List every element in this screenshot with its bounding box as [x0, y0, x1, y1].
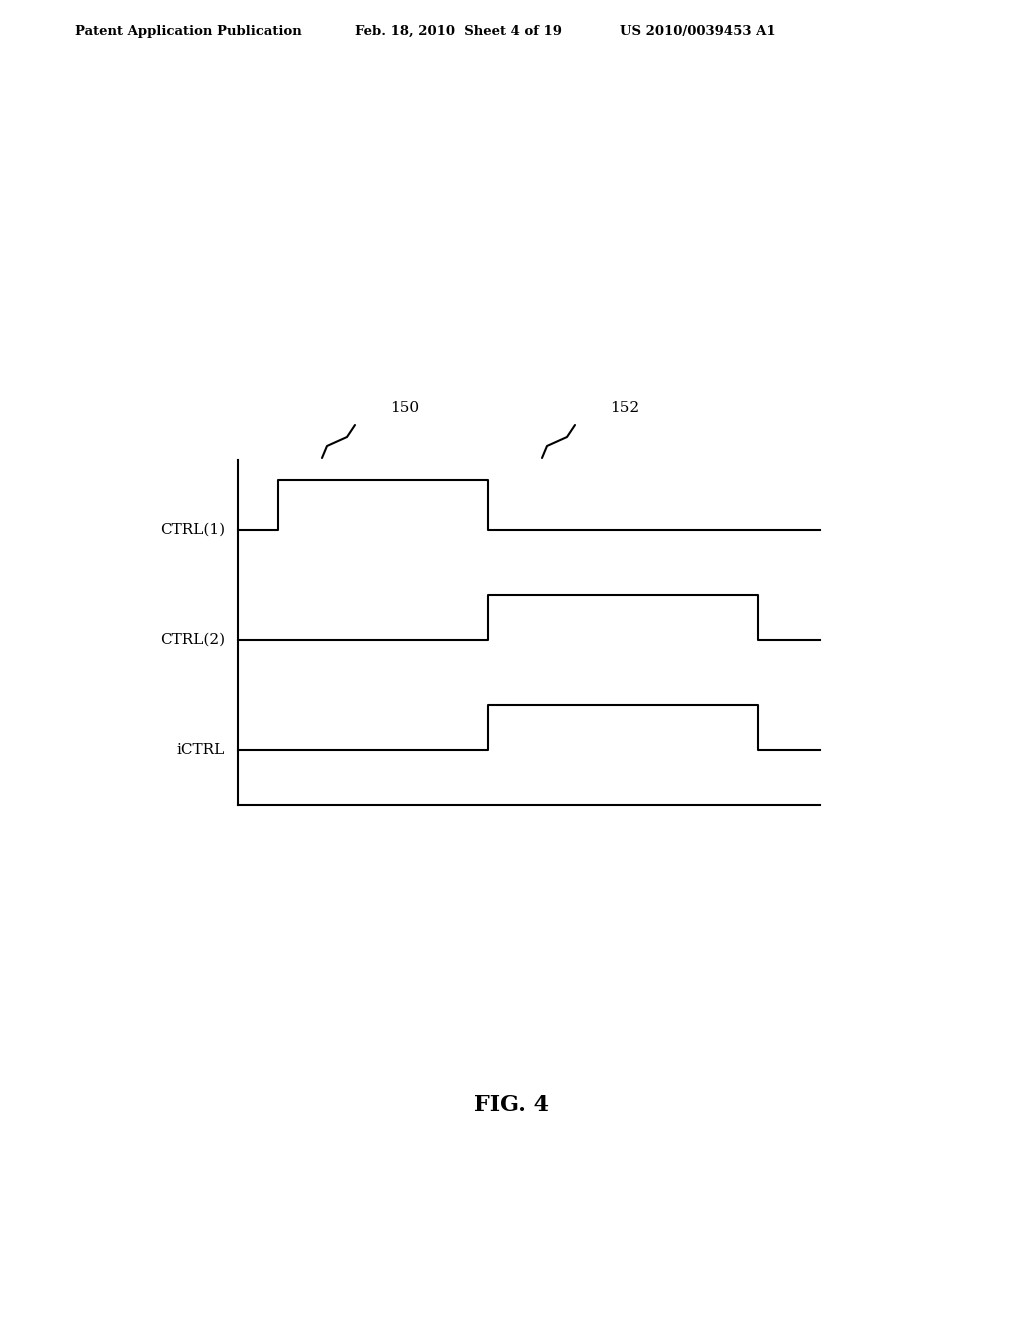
- Text: 152: 152: [610, 401, 639, 414]
- Text: Feb. 18, 2010  Sheet 4 of 19: Feb. 18, 2010 Sheet 4 of 19: [355, 25, 562, 38]
- Text: Patent Application Publication: Patent Application Publication: [75, 25, 302, 38]
- Text: 150: 150: [390, 401, 419, 414]
- Text: iCTRL: iCTRL: [177, 743, 225, 756]
- Text: CTRL(2): CTRL(2): [160, 634, 225, 647]
- Text: FIG. 4: FIG. 4: [474, 1094, 550, 1115]
- Text: US 2010/0039453 A1: US 2010/0039453 A1: [620, 25, 775, 38]
- Text: CTRL(1): CTRL(1): [160, 523, 225, 537]
